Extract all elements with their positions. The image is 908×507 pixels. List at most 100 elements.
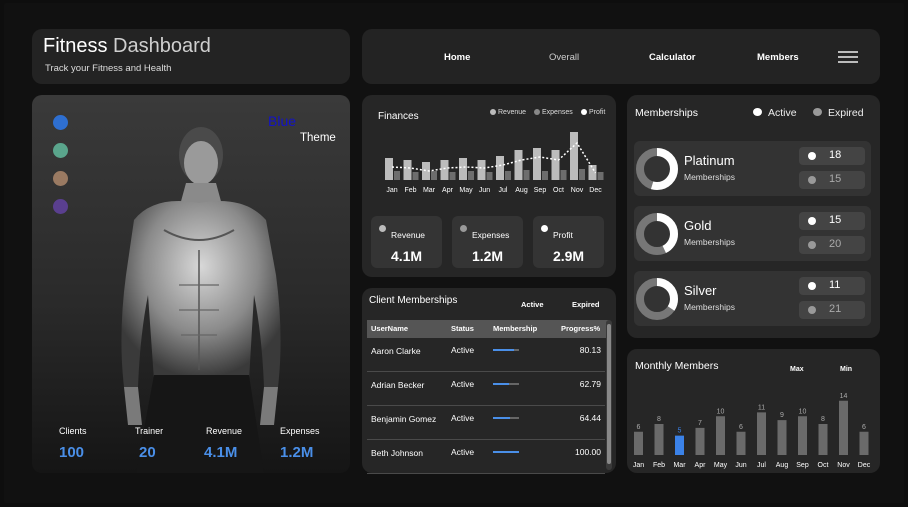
table-row[interactable]: Aaron Clarke Active 80.13 xyxy=(367,338,605,372)
kpi-profit: Profit 2.9M xyxy=(533,216,604,268)
stat-revenue-value: 4.1M xyxy=(204,444,238,461)
x-tick-label: Jan xyxy=(633,462,644,469)
nav-home[interactable]: Home xyxy=(444,52,471,63)
x-tick-label: Dec xyxy=(589,187,602,194)
x-tick-label: Oct xyxy=(818,462,829,469)
revenue-bar xyxy=(533,148,541,180)
x-tick-label: May xyxy=(459,187,473,194)
tier-kind: Memberships xyxy=(684,237,736,247)
memberships-title: Memberships xyxy=(635,107,699,119)
finances-chart: Jan Feb Mar Apr May Jun Jul Aug Sep Oct Nov Dec xyxy=(385,132,604,194)
nav-calculator[interactable]: Calculator xyxy=(649,52,696,63)
kpi-revenue-label: Revenue xyxy=(391,230,426,240)
revenue-bar xyxy=(422,162,430,180)
x-tick-label: Jul xyxy=(757,462,766,469)
tier-gold: Gold Memberships 15 20 xyxy=(634,206,871,261)
filter-active-button[interactable]: Active xyxy=(521,300,544,309)
theme-swatch-brown[interactable] xyxy=(53,171,68,186)
legend-revenue: Revenue xyxy=(490,109,526,116)
revenue-bar xyxy=(440,160,449,180)
cell-progress: 62.79 xyxy=(579,379,601,389)
data-label: 6 xyxy=(637,424,641,431)
member-bar xyxy=(757,412,766,455)
stat-clients-label: Clients xyxy=(59,426,87,436)
expired-count: 20 xyxy=(799,236,865,254)
member-bar xyxy=(818,424,828,455)
revenue-bar xyxy=(570,132,578,180)
x-tick-label: Jun xyxy=(735,462,746,469)
nav-overall[interactable]: Overall xyxy=(549,52,580,63)
cell-status: Active xyxy=(451,345,475,355)
cell-status: Active xyxy=(451,447,475,457)
table-row[interactable]: Adrian Becker Active 62.79 xyxy=(367,372,605,406)
x-tick-label: Sep xyxy=(534,187,547,194)
memberships-card: Memberships Active Expired Platinum Memb… xyxy=(627,95,880,338)
theme-swatch-blue[interactable] xyxy=(53,115,68,130)
table-row[interactable]: Beth Johnson Active 100.00 xyxy=(367,440,605,474)
data-label: 6 xyxy=(739,424,743,431)
member-bar xyxy=(839,400,848,455)
cell-username: Aaron Clarke xyxy=(371,346,421,356)
max-button[interactable]: Max xyxy=(790,366,804,373)
revenue-bar xyxy=(477,160,486,180)
stat-clients-value: 100 xyxy=(59,444,85,461)
x-tick-label: Mar xyxy=(423,187,436,194)
x-tick-label: Apr xyxy=(442,187,454,194)
expenses-dot-icon xyxy=(460,225,467,232)
member-bar xyxy=(736,431,746,455)
revenue-bar xyxy=(514,150,523,180)
x-tick-label: Feb xyxy=(404,187,416,194)
expenses-bar xyxy=(486,172,493,180)
expenses-bar xyxy=(579,169,585,180)
page-subtitle: Track your Fitness and Health xyxy=(45,63,172,74)
tier-kind: Memberships xyxy=(684,302,736,312)
min-button[interactable]: Min xyxy=(840,366,853,373)
x-tick-label: Jun xyxy=(479,187,490,194)
membership-progress-bar xyxy=(493,349,519,351)
expired-count: 21 xyxy=(799,301,865,319)
finances-title: Finances xyxy=(378,111,419,122)
x-tick-label: Jan xyxy=(386,187,397,194)
table-row[interactable]: Benjamin Gomez Active 64.44 xyxy=(367,406,605,440)
col-progress[interactable]: Progress% xyxy=(561,324,601,333)
kpi-expenses: Expenses 1.2M xyxy=(452,216,523,268)
data-label: 11 xyxy=(758,404,765,411)
col-status[interactable]: Status xyxy=(451,324,474,333)
tier-platinum: Platinum Memberships 18 15 xyxy=(634,141,871,196)
x-tick-label: May xyxy=(714,462,728,469)
revenue-bar xyxy=(403,160,412,180)
expenses-bar xyxy=(597,172,604,180)
member-bar xyxy=(859,431,869,455)
table-header: UserName Status Membership Progress% xyxy=(367,320,609,338)
cell-username: Beth Johnson xyxy=(371,448,423,458)
col-membership[interactable]: Membership xyxy=(493,324,538,333)
table-scrollbar[interactable] xyxy=(606,320,612,470)
active-count: 15 xyxy=(799,212,865,230)
membership-progress-bar xyxy=(493,417,519,419)
member-bar xyxy=(716,416,725,455)
x-tick-label: Apr xyxy=(695,462,707,469)
data-label: 8 xyxy=(821,416,825,423)
legend-profit: Profit xyxy=(581,109,605,116)
theme-swatch-green[interactable] xyxy=(53,143,68,158)
stat-trainer-label: Trainer xyxy=(135,426,164,436)
hamburger-menu-icon[interactable] xyxy=(838,51,858,63)
nav-members[interactable]: Members xyxy=(757,52,799,63)
x-tick-label: Aug xyxy=(776,462,789,469)
theme-swatch-purple[interactable] xyxy=(53,199,68,214)
member-bar xyxy=(798,416,807,455)
profit-line xyxy=(391,141,597,174)
data-label: 8 xyxy=(657,416,661,423)
x-tick-label: Dec xyxy=(858,462,871,469)
col-username[interactable]: UserName xyxy=(371,324,409,333)
tier-donut xyxy=(636,148,678,190)
stat-trainer-value: 20 xyxy=(139,444,156,461)
expenses-bar xyxy=(468,171,474,180)
revenue-bar xyxy=(496,156,504,180)
cell-username: Adrian Becker xyxy=(371,380,425,390)
filter-expired-button[interactable]: Expired xyxy=(572,300,600,309)
hero-card: Blue Theme Clients 100 Trainer 20 Revenu… xyxy=(32,95,350,473)
expenses-bar xyxy=(449,172,456,180)
expenses-bar xyxy=(560,170,567,180)
revenue-bar xyxy=(551,150,560,180)
